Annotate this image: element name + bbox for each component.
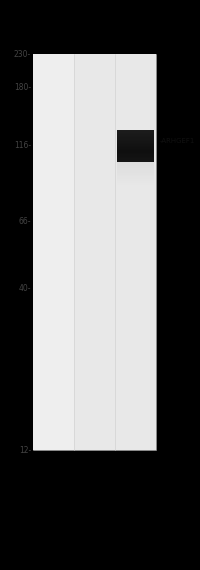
Text: 230-: 230- <box>14 50 31 59</box>
Bar <box>117 137 154 139</box>
Bar <box>33 54 156 450</box>
Bar <box>117 140 154 141</box>
Bar <box>117 142 154 144</box>
Text: 116-: 116- <box>14 141 31 150</box>
Text: -ARHGEF1: -ARHGEF1 <box>160 138 195 144</box>
Bar <box>117 147 154 148</box>
Bar <box>117 161 154 162</box>
Bar <box>117 135 154 136</box>
Bar <box>117 146 154 147</box>
Text: 66-: 66- <box>18 217 31 226</box>
Bar <box>117 180 154 181</box>
Bar <box>117 163 154 164</box>
Bar <box>117 130 154 131</box>
Bar <box>117 176 154 177</box>
Bar <box>117 166 154 168</box>
Text: 12-: 12- <box>19 446 31 455</box>
Bar <box>117 157 154 158</box>
Bar <box>117 168 154 169</box>
Bar <box>117 184 154 185</box>
Bar <box>117 145 154 146</box>
Bar <box>117 141 154 142</box>
Bar <box>117 164 154 165</box>
Bar <box>74 54 115 450</box>
Bar <box>117 178 154 180</box>
Bar <box>117 161 154 162</box>
Bar <box>117 153 154 154</box>
Bar <box>117 173 154 174</box>
Bar <box>117 162 154 163</box>
Bar <box>117 170 154 172</box>
Bar <box>117 158 154 160</box>
Bar <box>117 174 154 175</box>
Bar <box>117 177 154 178</box>
Bar <box>117 139 154 140</box>
Bar <box>117 151 154 152</box>
Bar <box>117 165 154 166</box>
Bar <box>117 182 154 184</box>
Bar <box>117 133 154 135</box>
Bar <box>117 148 154 149</box>
Bar <box>117 160 154 161</box>
Bar <box>117 136 154 137</box>
Bar <box>115 54 156 450</box>
Bar <box>117 154 154 156</box>
Bar <box>117 132 154 133</box>
Text: 180-: 180- <box>14 83 31 92</box>
Bar <box>117 144 154 145</box>
Bar <box>117 156 154 157</box>
Bar <box>117 131 154 132</box>
Bar <box>117 172 154 173</box>
Bar <box>117 152 154 153</box>
Bar <box>117 149 154 150</box>
Bar <box>117 150 154 151</box>
Bar <box>117 169 154 170</box>
Text: 40-: 40- <box>18 284 31 294</box>
Bar <box>117 181 154 182</box>
Bar <box>117 175 154 176</box>
Bar <box>33 54 74 450</box>
